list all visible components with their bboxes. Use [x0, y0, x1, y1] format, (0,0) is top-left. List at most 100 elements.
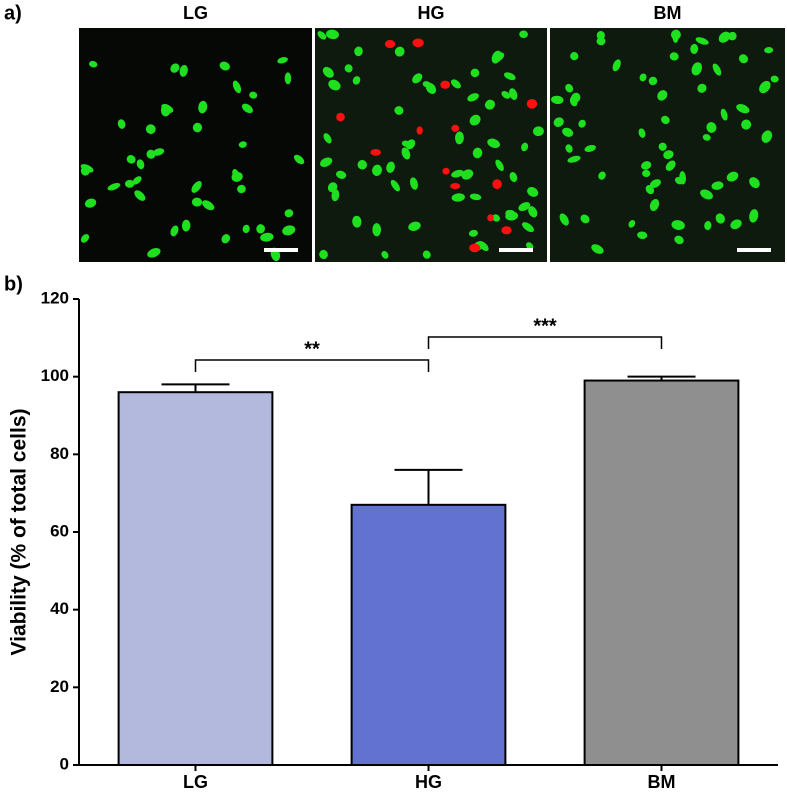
nucleus [134, 190, 146, 201]
panel-label: b) [4, 273, 23, 295]
nucleus [80, 164, 94, 173]
nucleus [170, 63, 180, 73]
nucleus [170, 225, 179, 237]
image-label: BM [654, 3, 682, 23]
y-tick-label: 60 [50, 521, 69, 540]
nucleus [319, 249, 328, 260]
nucleus [454, 131, 464, 145]
nucleus [237, 184, 246, 194]
nucleus [641, 161, 652, 170]
dead-cell [487, 214, 494, 222]
nucleus [132, 176, 142, 185]
nucleus [726, 171, 739, 182]
nucleus [409, 177, 418, 190]
nucleus [639, 73, 647, 82]
nucleus [326, 29, 339, 40]
significance-label: ** [304, 338, 320, 360]
nucleus [232, 80, 242, 94]
nucleus [728, 31, 737, 41]
nucleus [509, 88, 518, 100]
bar [583, 379, 740, 766]
nucleus [317, 31, 327, 40]
nucleus [718, 31, 731, 43]
nucleus [354, 46, 363, 57]
nucleus [394, 106, 404, 115]
nucleus [152, 148, 165, 156]
error-bar [394, 468, 463, 505]
nucleus [191, 197, 203, 207]
dead-cell [442, 167, 450, 175]
nucleus [191, 181, 202, 193]
nucleus [720, 108, 728, 121]
significance-bracket [194, 359, 430, 372]
scale-bar [264, 248, 298, 252]
nucleus [661, 115, 670, 125]
nucleus [241, 103, 253, 114]
nucleus [527, 187, 539, 197]
nucleus [565, 83, 574, 93]
nucleus [352, 76, 361, 85]
nucleus [331, 189, 340, 202]
nucleus [495, 159, 504, 171]
nucleus [372, 164, 382, 176]
nucleus [562, 127, 574, 137]
nucleus [649, 179, 661, 188]
image-label: LG [183, 3, 208, 23]
nucleus [145, 124, 156, 135]
dead-cell [469, 243, 481, 253]
nucleus [770, 75, 779, 83]
nucleus [284, 72, 292, 85]
nucleus [284, 209, 294, 218]
nucleus [704, 221, 712, 231]
nucleus [461, 169, 474, 180]
nucleus [749, 177, 760, 189]
image-label: HG [418, 3, 445, 23]
nucleus [637, 231, 648, 239]
nucleus [551, 95, 564, 105]
nucleus [472, 147, 483, 159]
bar-chart: 0 20 40 60 80 100 120 Viability (% of total cel… [8, 288, 778, 792]
x-tick-label: LG [183, 772, 208, 792]
nucleus [509, 171, 518, 183]
nucleus [322, 66, 334, 78]
nucleus [80, 234, 90, 243]
dead-cell [384, 40, 396, 49]
nucleus [344, 64, 353, 73]
nucleus [669, 52, 679, 61]
nucleus [528, 206, 538, 218]
nucleus [759, 80, 771, 94]
nucleus [567, 155, 581, 163]
nucleus [160, 104, 171, 117]
nucleus [532, 126, 544, 137]
nucleus [697, 83, 707, 93]
nucleus [386, 161, 395, 173]
nucleus [192, 122, 203, 133]
nucleus [570, 52, 579, 61]
nucleus [372, 223, 382, 237]
nucleus [470, 68, 480, 78]
nucleus [612, 59, 621, 72]
nucleus [736, 104, 750, 114]
dead-cell [370, 149, 382, 156]
nucleus [320, 157, 333, 167]
nucleus [469, 114, 481, 126]
nucleus [425, 82, 437, 94]
nucleus [658, 142, 667, 151]
nucleus [578, 119, 586, 128]
nucleus [526, 242, 534, 250]
dead-cell [451, 124, 460, 132]
nucleus [219, 61, 230, 71]
nucleus [761, 130, 773, 143]
micrograph [79, 28, 312, 262]
nucleus [665, 160, 676, 171]
nucleus [492, 214, 500, 222]
nucleus [238, 141, 247, 148]
nucleus [591, 244, 604, 254]
nucleus [642, 169, 651, 178]
nucleus [730, 219, 742, 230]
nucleus [503, 72, 516, 81]
y-tick-label: 80 [50, 444, 69, 463]
nucleus [487, 138, 500, 149]
nucleus [715, 213, 725, 224]
nucleus [741, 119, 752, 130]
